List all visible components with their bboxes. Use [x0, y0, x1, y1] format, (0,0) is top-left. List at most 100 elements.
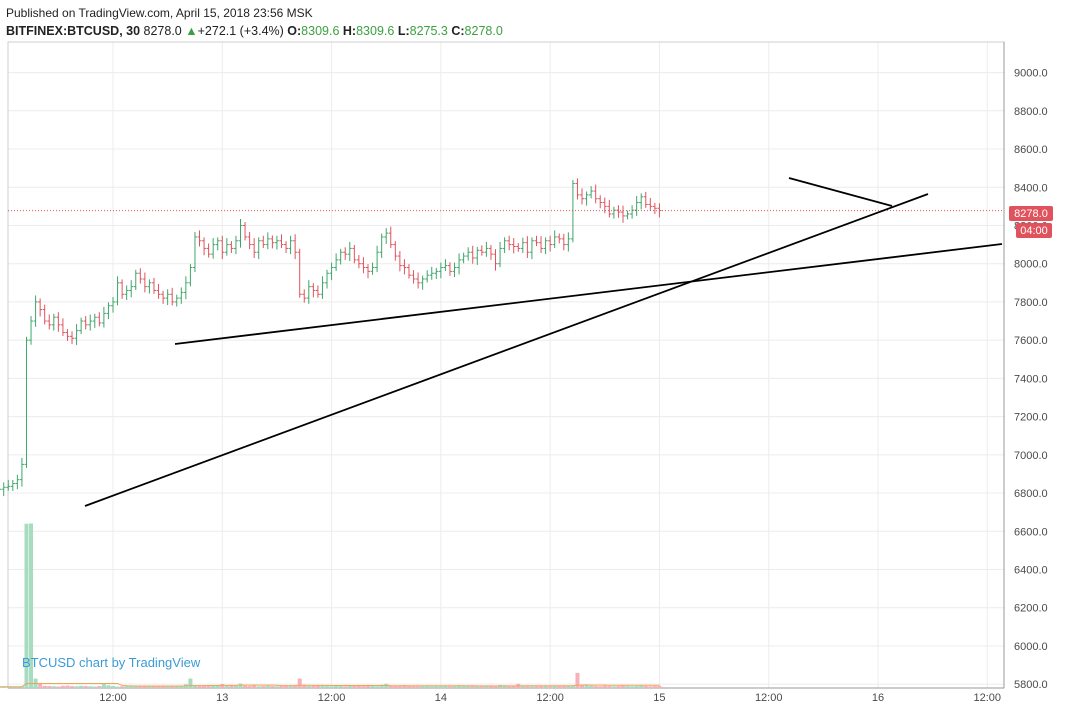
volume-bar	[502, 685, 507, 688]
time-tick-label: 12:00	[755, 692, 783, 704]
volume-bar	[293, 686, 298, 688]
up-arrow-icon: ▲	[185, 24, 198, 38]
volume-bar	[247, 686, 252, 688]
low-value: 8275.3	[409, 24, 448, 38]
volume-bar	[270, 686, 275, 688]
volume-bar	[261, 686, 266, 688]
volume-bar	[520, 685, 525, 688]
volume-bar	[97, 686, 102, 688]
volume-bar	[311, 685, 316, 688]
price-tick-label: 7000.0	[1014, 450, 1048, 462]
high-label: H:	[342, 24, 357, 38]
volume-bar	[101, 684, 106, 688]
volume-bar	[170, 686, 175, 688]
grid	[8, 42, 1004, 688]
volume-bar	[452, 685, 457, 688]
rising-trendline-lower[interactable]	[174, 243, 1003, 345]
volume-bar	[115, 686, 120, 688]
price-tick-label: 8400.0	[1014, 182, 1048, 194]
volume-bar	[334, 685, 339, 688]
volume-bar	[589, 685, 594, 688]
volume-bar	[124, 685, 129, 688]
volume-bar	[552, 685, 557, 688]
volume-bar	[0, 686, 2, 688]
symbol-name: BITFINEX:BTCUSD, 30	[6, 24, 141, 38]
price-tick-label: 7200.0	[1014, 412, 1048, 424]
price-tick-label: 7800.0	[1014, 297, 1048, 309]
volume-bar	[79, 685, 84, 688]
close-value: 8278.0	[464, 24, 503, 38]
volume-bar	[192, 685, 197, 688]
time-tick-label: 12:00	[536, 692, 564, 704]
volume-bar	[621, 685, 625, 688]
volume-bar	[106, 685, 111, 688]
volume-bar	[488, 686, 493, 688]
tradingview-watermark[interactable]: BTCUSD chart by TradingView	[22, 655, 201, 670]
volume-bar	[56, 686, 61, 688]
volume-bar	[384, 683, 389, 688]
volume-bar	[29, 523, 34, 688]
trend-lines[interactable]	[84, 177, 1003, 507]
volume-bar	[616, 686, 621, 688]
price-change: +272.1 (+3.4%)	[197, 24, 284, 38]
volume-bar	[202, 685, 207, 688]
volume-bar	[42, 685, 47, 688]
volume-bar	[129, 686, 134, 688]
close-label: C:	[451, 24, 465, 38]
volume-bar	[375, 686, 380, 688]
time-axis: 12:00 13 12:00 14 12:00 15 12:00 16 12:00	[99, 692, 1001, 704]
time-tick-label: 12:00	[974, 692, 1002, 704]
countdown-badge: 04:00	[1016, 223, 1052, 238]
price-badge: 8278.0	[1009, 206, 1053, 221]
volume-bar	[220, 684, 225, 688]
volume-bar	[529, 686, 534, 688]
volume-bar	[60, 685, 65, 688]
volume-bar	[447, 686, 452, 688]
volume-bar	[111, 686, 115, 688]
volume-bar	[461, 685, 466, 688]
volume-bar	[539, 685, 544, 688]
volume-bars	[0, 523, 662, 688]
volume-bar	[470, 685, 475, 688]
descending-trendline[interactable]	[788, 177, 893, 207]
volume-bar	[174, 685, 179, 688]
volume-bar	[425, 686, 430, 688]
volume-bar	[288, 685, 293, 688]
volume-bar	[188, 678, 193, 688]
volume-bar	[434, 686, 439, 688]
volume-bar	[575, 672, 580, 688]
time-tick-label: 16	[872, 692, 884, 704]
volume-bar	[343, 686, 348, 688]
volume-bar	[142, 686, 147, 688]
volume-bar	[361, 686, 366, 688]
volume-ma-line	[0, 683, 660, 688]
volume-bar	[438, 685, 443, 688]
volume-bar	[238, 683, 243, 688]
volume-bar	[302, 685, 307, 688]
volume-bar	[570, 685, 575, 688]
volume-bar	[443, 686, 448, 688]
volume-bar	[47, 686, 52, 688]
volume-bar	[24, 523, 29, 688]
rising-trendline-long[interactable]	[84, 193, 929, 507]
volume-bar	[92, 686, 97, 688]
countdown-label: 04:00	[1020, 225, 1048, 237]
volume-bar	[315, 685, 320, 688]
volume-bar	[279, 685, 284, 688]
volume-bar	[211, 685, 216, 688]
volume-bar	[630, 686, 635, 688]
volume-bar	[252, 685, 257, 688]
volume-bar	[65, 685, 70, 688]
price-tick-label: 6200.0	[1014, 603, 1048, 615]
open-label: O:	[287, 24, 302, 38]
volume-bar	[224, 686, 229, 688]
volume-bar	[156, 685, 161, 688]
volume-bar	[284, 686, 289, 688]
volume-bar	[416, 686, 421, 688]
volume-bar	[602, 685, 607, 688]
volume-bar	[643, 686, 648, 688]
volume-bar	[51, 686, 56, 688]
volume-bar	[274, 686, 279, 688]
volume-bar	[83, 686, 88, 688]
